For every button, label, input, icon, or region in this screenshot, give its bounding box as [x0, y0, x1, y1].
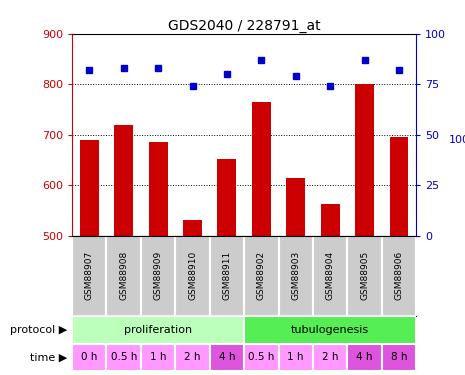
Bar: [149, 142, 167, 236]
Text: 1 h: 1 h: [287, 352, 304, 363]
FancyBboxPatch shape: [72, 236, 106, 316]
Text: GSM88911: GSM88911: [222, 251, 232, 300]
FancyBboxPatch shape: [313, 344, 347, 371]
Bar: [183, 220, 202, 236]
Text: GSM88909: GSM88909: [153, 251, 163, 300]
Y-axis label: 100%: 100%: [449, 135, 465, 145]
FancyBboxPatch shape: [141, 236, 175, 316]
FancyBboxPatch shape: [244, 316, 416, 344]
Bar: [321, 204, 339, 236]
FancyBboxPatch shape: [279, 236, 313, 316]
Text: 0.5 h: 0.5 h: [111, 352, 137, 363]
FancyBboxPatch shape: [72, 316, 244, 344]
FancyBboxPatch shape: [210, 236, 244, 316]
FancyBboxPatch shape: [141, 344, 175, 371]
Bar: [114, 124, 133, 236]
Text: 0.5 h: 0.5 h: [248, 352, 274, 363]
Bar: [390, 137, 408, 236]
Text: time ▶: time ▶: [30, 352, 67, 363]
Text: GSM88902: GSM88902: [257, 251, 266, 300]
Text: GSM88903: GSM88903: [291, 251, 300, 300]
FancyBboxPatch shape: [106, 344, 141, 371]
Text: 1 h: 1 h: [150, 352, 166, 363]
Text: 2 h: 2 h: [322, 352, 339, 363]
Text: 0 h: 0 h: [81, 352, 98, 363]
FancyBboxPatch shape: [313, 236, 347, 316]
Text: 2 h: 2 h: [184, 352, 201, 363]
Text: protocol ▶: protocol ▶: [10, 325, 67, 335]
Text: GSM88906: GSM88906: [394, 251, 404, 300]
Title: GDS2040 / 228791_at: GDS2040 / 228791_at: [168, 19, 320, 33]
FancyBboxPatch shape: [382, 236, 416, 316]
FancyBboxPatch shape: [347, 236, 382, 316]
FancyBboxPatch shape: [106, 236, 141, 316]
Text: tubulogenesis: tubulogenesis: [291, 325, 369, 335]
Bar: [355, 84, 374, 236]
Text: 4 h: 4 h: [219, 352, 235, 363]
Bar: [80, 140, 99, 236]
FancyBboxPatch shape: [175, 236, 210, 316]
Bar: [286, 177, 305, 236]
FancyBboxPatch shape: [210, 344, 244, 371]
FancyBboxPatch shape: [347, 344, 382, 371]
Text: GSM88910: GSM88910: [188, 251, 197, 300]
FancyBboxPatch shape: [175, 344, 210, 371]
FancyBboxPatch shape: [244, 344, 279, 371]
Text: GSM88905: GSM88905: [360, 251, 369, 300]
Bar: [252, 102, 271, 236]
Text: GSM88908: GSM88908: [119, 251, 128, 300]
Text: 8 h: 8 h: [391, 352, 407, 363]
FancyBboxPatch shape: [279, 344, 313, 371]
Text: GSM88907: GSM88907: [85, 251, 94, 300]
FancyBboxPatch shape: [244, 236, 279, 316]
Text: proliferation: proliferation: [124, 325, 192, 335]
Bar: [218, 159, 236, 236]
Text: 4 h: 4 h: [356, 352, 373, 363]
FancyBboxPatch shape: [382, 344, 416, 371]
Text: GSM88904: GSM88904: [326, 251, 335, 300]
FancyBboxPatch shape: [72, 344, 106, 371]
